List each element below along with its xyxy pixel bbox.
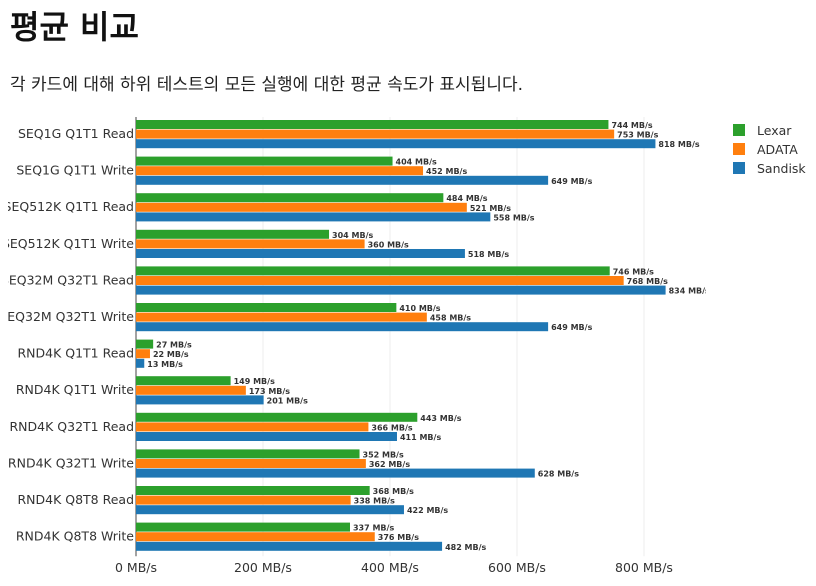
data-label: 338 MB/s	[354, 497, 395, 506]
data-label: 410 MB/s	[399, 304, 440, 313]
data-label: 27 MB/s	[156, 341, 192, 350]
data-label: 352 MB/s	[363, 450, 404, 459]
category-label: RND4K Q32T1 Write	[8, 455, 134, 470]
data-label: 411 MB/s	[400, 433, 441, 442]
bar-sandisk	[136, 175, 549, 185]
data-label: 422 MB/s	[407, 506, 448, 515]
legend-label: ADATA	[757, 142, 798, 157]
bar-sandisk	[136, 139, 656, 149]
data-label: 201 MB/s	[267, 396, 308, 405]
bar-adata	[136, 459, 366, 468]
data-label: 649 MB/s	[551, 323, 592, 332]
x-tick-label: 600 MB/s	[488, 560, 546, 575]
data-label: 149 MB/s	[234, 377, 275, 386]
data-label: 337 MB/s	[353, 524, 394, 533]
bar-adata	[136, 495, 351, 505]
data-label: 628 MB/s	[538, 470, 579, 479]
bar-adata	[136, 422, 369, 432]
data-label: 834 MB/s	[669, 287, 710, 296]
data-label: 304 MB/s	[332, 231, 373, 240]
bar-adata	[136, 166, 424, 176]
category-label: SEQ512K Q1T1 Write	[2, 236, 134, 251]
bar-lexar	[136, 120, 609, 129]
category-label: SEQ32M Q32T1 Read	[1, 272, 134, 287]
category-label: SEQ32M Q32T1 Write	[0, 309, 134, 324]
data-label: 768 MB/s	[627, 277, 668, 286]
bar-adata	[136, 129, 615, 139]
bar-lexar	[136, 266, 610, 276]
bar-adata	[136, 312, 427, 322]
bar-sandisk	[136, 505, 404, 515]
data-label: 649 MB/s	[551, 177, 592, 186]
x-tick-label: 400 MB/s	[361, 560, 419, 575]
bar-sandisk	[136, 212, 491, 222]
bar-sandisk	[136, 322, 549, 332]
category-label: RND4K Q1T1 Read	[17, 346, 134, 361]
data-label: 753 MB/s	[617, 131, 658, 140]
bar-adata	[136, 202, 467, 212]
data-label: 443 MB/s	[420, 414, 461, 423]
data-label: 366 MB/s	[371, 423, 412, 432]
bar-adata	[136, 349, 150, 359]
category-label: SEQ512K Q1T1 Read	[4, 199, 134, 214]
bar-lexar	[136, 193, 444, 203]
data-label: 452 MB/s	[426, 167, 467, 176]
bar-sandisk	[136, 285, 666, 295]
bar-adata	[136, 385, 246, 395]
x-tick-label: 0 MB/s	[115, 560, 157, 575]
bar-lexar	[136, 339, 154, 349]
bar-lexar	[136, 412, 418, 422]
data-label: 746 MB/s	[613, 267, 654, 276]
bar-lexar	[136, 486, 370, 495]
legend-swatch-adata	[733, 143, 745, 155]
bar-adata	[136, 239, 365, 249]
data-label: 22 MB/s	[153, 350, 189, 359]
category-label: RND4K Q8T8 Read	[17, 492, 134, 507]
x-tick-label: 200 MB/s	[234, 560, 292, 575]
category-label: SEQ1G Q1T1 Read	[18, 126, 134, 141]
bar-lexar	[136, 376, 231, 386]
category-label: RND4K Q32T1 Read	[10, 419, 135, 434]
data-label: 376 MB/s	[378, 533, 419, 542]
data-label: 458 MB/s	[430, 314, 471, 323]
page-title: 평균 비교	[10, 8, 139, 46]
bar-lexar	[136, 229, 330, 239]
category-label: RND4K Q1T1 Write	[16, 382, 134, 397]
bar-adata	[136, 276, 624, 285]
x-tick-label: 800 MB/s	[615, 560, 673, 575]
bar-sandisk	[136, 395, 264, 405]
legend-label: Lexar	[757, 123, 792, 138]
bar-sandisk	[136, 249, 465, 258]
data-label: 818 MB/s	[658, 140, 699, 149]
page-subtitle: 각 카드에 대해 하위 테스트의 모든 실행에 대한 평균 속도가 표시됩니다.	[10, 75, 524, 95]
data-label: 404 MB/s	[396, 158, 437, 167]
bar-sandisk	[136, 541, 443, 551]
data-label: 362 MB/s	[369, 460, 410, 469]
bar-lexar	[136, 303, 397, 312]
bar-lexar	[136, 156, 393, 166]
data-label: 368 MB/s	[373, 487, 414, 496]
category-label: RND4K Q8T8 Write	[16, 529, 134, 544]
bar-sandisk	[136, 432, 397, 441]
category-label: SEQ1G Q1T1 Write	[16, 163, 134, 178]
legend-label: Sandisk	[757, 161, 806, 176]
bar-sandisk	[136, 468, 535, 478]
bar-sandisk	[136, 358, 145, 368]
data-label: 482 MB/s	[445, 543, 486, 552]
bar-lexar	[136, 449, 360, 459]
legend-swatch-sandisk	[733, 162, 745, 174]
data-label: 558 MB/s	[493, 213, 534, 222]
bar-lexar	[136, 522, 350, 532]
legend-swatch-lexar	[733, 124, 745, 136]
data-label: 484 MB/s	[446, 194, 487, 203]
data-label: 518 MB/s	[468, 250, 509, 259]
data-label: 173 MB/s	[249, 387, 290, 396]
data-label: 744 MB/s	[611, 121, 652, 130]
bar-adata	[136, 532, 375, 542]
data-label: 521 MB/s	[470, 204, 511, 213]
data-label: 13 MB/s	[147, 360, 183, 369]
data-label: 360 MB/s	[368, 240, 409, 249]
